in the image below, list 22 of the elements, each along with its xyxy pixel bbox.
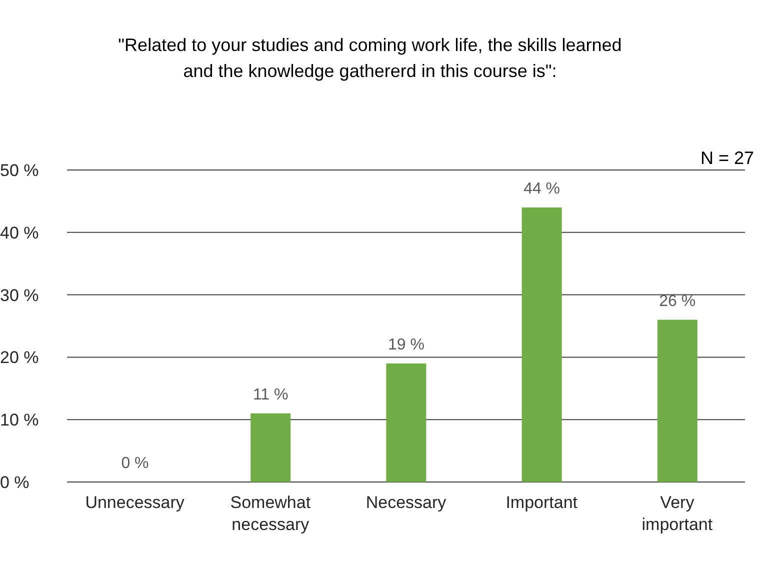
data-label: 11 % (252, 386, 288, 404)
x-tick-label: Very important (642, 493, 713, 534)
data-label: 0 % (121, 455, 149, 472)
y-tick-label: 40 % (0, 223, 39, 242)
bar (250, 413, 291, 482)
data-label: 19 % (388, 336, 424, 354)
y-tick-label: 50 % (0, 161, 39, 180)
bar (657, 320, 698, 482)
x-tick-label: Unnecessary (85, 493, 185, 512)
y-tick-label: 30 % (0, 286, 39, 305)
data-label: 44 % (524, 180, 560, 198)
y-tick-label: 0 % (0, 473, 30, 492)
y-tick-label: 10 % (0, 410, 39, 430)
y-tick-label: 20 % (0, 348, 39, 368)
text: N = 27 (700, 148, 754, 169)
x-tick-label: Necessary (366, 493, 447, 512)
data-label: 26 % (659, 292, 696, 310)
x-tick-label: Somewhat necessary (230, 493, 311, 534)
bar (522, 207, 562, 482)
x-tick-label: Important (506, 493, 578, 512)
chart-title: "Related to your studies and coming work life, the skills learned and the knowledge gathererd in this course is": (117, 34, 623, 83)
bar (386, 363, 426, 482)
